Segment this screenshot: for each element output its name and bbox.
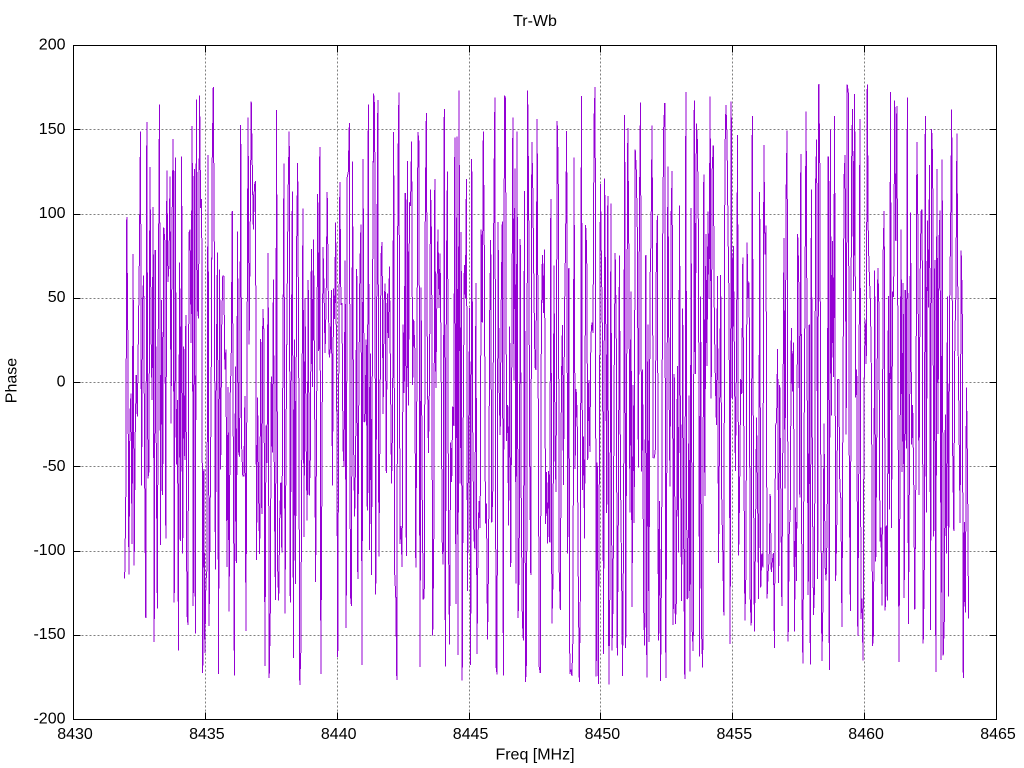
svg-text:8430: 8430 xyxy=(57,726,93,743)
svg-text:8460: 8460 xyxy=(848,726,884,743)
svg-text:Tr-Wb: Tr-Wb xyxy=(513,13,557,30)
svg-text:100: 100 xyxy=(39,205,66,222)
svg-text:8450: 8450 xyxy=(585,726,621,743)
svg-text:50: 50 xyxy=(48,289,66,306)
svg-text:8440: 8440 xyxy=(321,726,357,743)
svg-text:Freq [MHz]: Freq [MHz] xyxy=(495,747,574,764)
svg-text:150: 150 xyxy=(39,121,66,138)
svg-text:-100: -100 xyxy=(33,542,65,559)
svg-text:-50: -50 xyxy=(42,458,65,475)
svg-text:8465: 8465 xyxy=(980,726,1016,743)
svg-text:8455: 8455 xyxy=(717,726,753,743)
svg-text:Phase: Phase xyxy=(4,358,21,403)
svg-text:8445: 8445 xyxy=(453,726,489,743)
svg-text:-150: -150 xyxy=(33,626,65,643)
svg-text:-200: -200 xyxy=(33,711,65,728)
svg-text:0: 0 xyxy=(57,374,66,391)
svg-text:8435: 8435 xyxy=(189,726,225,743)
svg-text:200: 200 xyxy=(39,37,66,54)
